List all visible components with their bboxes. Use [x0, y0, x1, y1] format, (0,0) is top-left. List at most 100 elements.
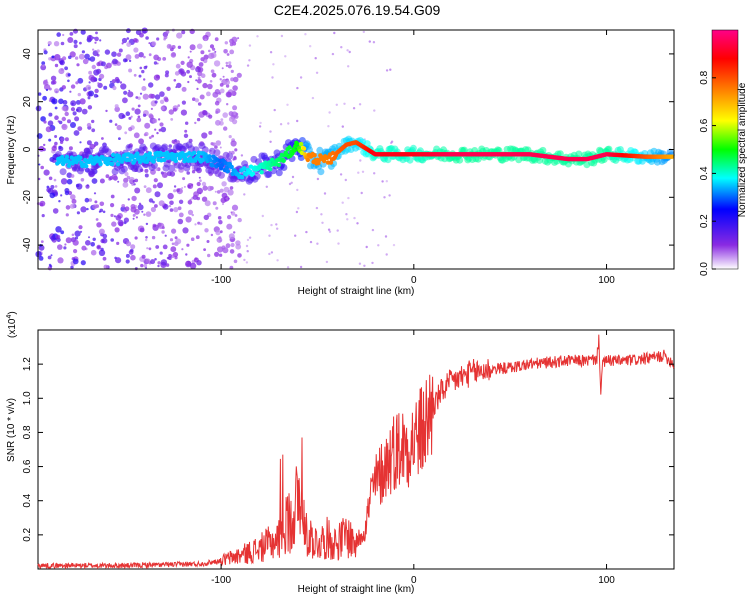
heatmap-cell	[268, 252, 271, 256]
heatmap-cell	[87, 105, 93, 110]
heatmap-cell	[190, 237, 195, 241]
heatmap-cell	[133, 73, 137, 77]
heatmap-cell	[288, 182, 292, 186]
heatmap-cell	[86, 140, 92, 146]
heatmap-cell	[60, 194, 63, 197]
heatmap-cell	[114, 123, 118, 126]
heatmap-cell	[86, 207, 89, 211]
heatmap-cell	[79, 98, 86, 105]
heatmap-cell	[201, 196, 208, 202]
heatmap-cell	[196, 117, 201, 122]
heatmap-cell	[111, 221, 117, 227]
heatmap-cell	[181, 248, 184, 251]
heatmap-cell	[536, 156, 543, 164]
heatmap-cell	[368, 40, 371, 43]
heatmap-cell	[105, 109, 108, 113]
heatmap-cell	[65, 205, 71, 210]
heatmap-cell	[327, 228, 331, 231]
heatmap-cell	[385, 180, 388, 183]
heatmap-cell	[227, 215, 232, 220]
heatmap-cell	[203, 248, 207, 252]
heatmap-cell	[268, 234, 271, 237]
heatmap-cell	[70, 107, 76, 112]
figure-title: C2E4.2025.076.19.54.G09	[274, 2, 441, 18]
heatmap-cell	[280, 164, 288, 171]
heatmap-cell	[99, 39, 102, 42]
heatmap-cell	[199, 94, 205, 100]
heatmap-cell	[170, 118, 174, 121]
heatmap-cell	[137, 104, 141, 108]
heatmap-cell	[181, 86, 187, 92]
heatmap-cell	[77, 77, 84, 84]
heatmap-cell	[174, 236, 178, 240]
x-tick-label: -100	[211, 275, 231, 286]
heatmap-cell	[179, 189, 182, 193]
heatmap-cell	[215, 230, 221, 236]
heatmap-cell	[88, 90, 94, 97]
heatmap-cell	[173, 185, 177, 188]
heatmap-cell	[212, 142, 216, 147]
colorbar-tick-label: 0.8	[699, 70, 710, 84]
heatmap-cell	[271, 76, 274, 79]
heatmap-cell	[185, 261, 188, 264]
heatmap-cell	[38, 92, 42, 96]
heatmap-cell	[296, 188, 299, 192]
heatmap-cell	[139, 32, 144, 38]
heatmap-cell	[177, 206, 182, 211]
heatmap-cell	[222, 75, 225, 78]
heatmap-cell	[315, 71, 319, 75]
heatmap-cell	[292, 148, 297, 153]
heatmap-cell	[133, 183, 136, 186]
heatmap-cell	[183, 185, 186, 188]
heatmap-cell	[39, 200, 46, 207]
heatmap-cell	[65, 237, 72, 244]
heatmap-cell	[226, 103, 229, 106]
heatmap-cell	[208, 130, 213, 135]
heatmap-cell	[223, 49, 228, 54]
heatmap-cell	[219, 146, 222, 149]
heatmap-cell	[43, 169, 50, 176]
heatmap-cell	[145, 222, 149, 226]
heatmap-cell	[669, 154, 675, 159]
heatmap-cell	[132, 158, 137, 164]
heatmap-cell	[177, 104, 180, 107]
heatmap-cell	[210, 163, 215, 168]
heatmap-cell	[227, 189, 234, 196]
heatmap-cell	[96, 222, 102, 228]
heatmap-cell	[112, 85, 117, 91]
heatmap-cell	[214, 251, 220, 257]
heatmap-cell	[79, 230, 83, 233]
heatmap-cell	[371, 228, 375, 232]
heatmap-cell	[125, 111, 131, 116]
heatmap-cell	[152, 118, 158, 124]
heatmap-cell	[52, 80, 57, 85]
heatmap-cell	[177, 156, 182, 161]
heatmap-cell	[48, 176, 53, 181]
heatmap-cell	[74, 230, 81, 237]
heatmap-cell	[127, 91, 134, 98]
heatmap-cell	[269, 51, 273, 54]
heatmap-cell	[197, 102, 202, 106]
heatmap-cell	[173, 189, 177, 193]
heatmap-cell	[214, 100, 220, 106]
heatmap-cell	[150, 259, 156, 265]
heatmap-cell	[45, 88, 49, 92]
heatmap-cell	[406, 156, 414, 164]
heatmap-cell	[207, 83, 213, 90]
heatmap-cell	[82, 58, 89, 65]
heatmap-cell	[160, 106, 165, 111]
heatmap-cell	[388, 194, 391, 197]
heatmap-cell	[126, 37, 130, 40]
heatmap-cell	[143, 185, 147, 189]
heatmap-cell	[101, 237, 108, 244]
heatmap-cell	[105, 174, 110, 179]
heatmap-cell	[343, 102, 346, 106]
heatmap-cell	[94, 88, 99, 94]
heatmap-cell	[94, 36, 99, 42]
heatmap-cell	[86, 184, 89, 187]
heatmap-cell	[88, 81, 91, 84]
heatmap-cell	[175, 238, 182, 245]
heatmap-cell	[153, 74, 160, 81]
heatmap-cell	[196, 65, 200, 70]
heatmap-cell	[237, 37, 240, 40]
